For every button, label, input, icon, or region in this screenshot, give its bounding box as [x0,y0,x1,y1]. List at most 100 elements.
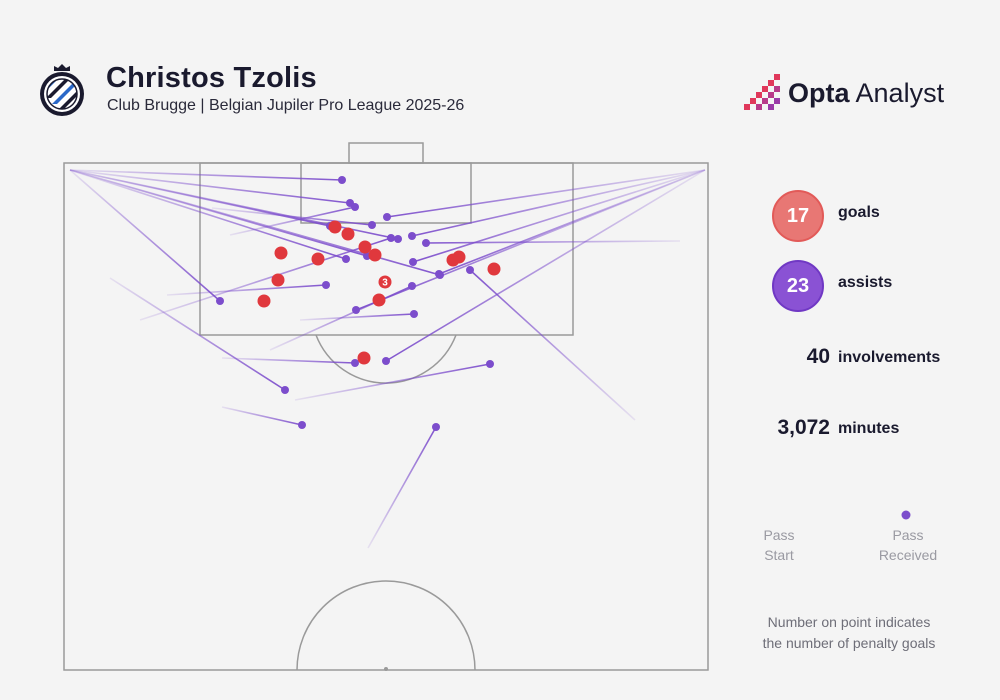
goal-point [328,220,342,234]
assist-pass-line [469,269,636,421]
assist-pass-line [386,169,706,218]
brand-bold: Opta [788,78,850,108]
assist-received-point [409,258,417,266]
legend-pass-received-dot [901,510,911,520]
stat-involvements: 40 involvements [760,335,980,391]
assist-pass-line [367,426,437,549]
assist-pass-line [109,277,286,391]
goal-point [274,246,288,260]
assist-received-point [338,176,346,184]
penalty-note-line2: the number of penalty goals [762,635,936,651]
assist-received-point [281,386,289,394]
assist-pass-layer [69,169,706,549]
minutes-value: 3,072 [777,416,830,439]
assist-pass-line [355,169,706,311]
involvements-label: involvements [838,349,941,366]
assist-received-point [352,306,360,314]
goal-point [368,248,382,262]
assist-received-point [351,203,359,211]
involvements-value: 40 [806,345,830,368]
legend-pass-line [778,510,911,520]
goals-count-badge: 17 [772,190,824,242]
assist-pass-line [166,284,327,296]
assist-pass-line [69,169,347,260]
assist-pass-line [139,237,392,321]
goal-point [358,240,372,254]
pitch-lines [63,142,709,671]
center-circle [296,580,476,671]
goal-point [341,227,355,241]
assist-pass-line [294,363,491,401]
player-name: Christos Tzolis [106,62,317,94]
assist-pass-line [412,169,706,263]
goal-point [372,293,386,307]
assist-received-point [486,360,494,368]
assist-received-point [368,221,376,229]
penalty-note: Number on point indicates the number of … [740,612,958,654]
goal-point [311,252,325,266]
assist-received-point [410,310,418,318]
penalty-goal-count-label: 3 [382,278,388,289]
center-spot [384,667,388,671]
assist-received-point [408,282,416,290]
penalty-note-line1: Number on point indicates [767,614,931,630]
brand-light: Analyst [849,78,945,108]
assist-received-point [466,266,474,274]
assist-received-point [408,232,416,240]
assist-received-point [216,297,224,305]
assist-pass-line [69,169,351,204]
assist-pass-line [385,169,706,362]
assist-received-point [394,235,402,243]
legend-pass-received: Pass Received [868,525,948,565]
assist-pass-line [69,169,368,257]
goal [348,142,424,164]
assist-pass-line [229,206,356,236]
brand: Opta Analyst [744,74,944,114]
goal-point [452,250,466,264]
penalty-box [199,162,574,336]
assist-pass-line [69,169,343,181]
assist-pass-line [269,285,413,351]
assist-pass-line [221,357,356,364]
goal-point [257,294,271,308]
legend-start-line2: Start [764,547,794,563]
legend-end-line1: Pass [892,527,924,543]
assist-received-point [351,359,359,367]
goal-layer: 3 [257,220,501,365]
assist-pass-line [425,240,681,244]
stat-minutes: 3,072 minutes [760,406,980,462]
assist-pass-line [411,169,706,237]
assist-pass-line [221,406,303,426]
club-brugge-crest-icon [36,62,88,118]
assist-received-point [382,357,390,365]
assist-received-point [383,213,391,221]
assist-pass-line [69,169,221,302]
goal-point [378,275,392,289]
goal-point [357,351,371,365]
opta-logo-icon [744,74,780,110]
legend-start-line1: Pass [763,527,795,543]
brand-wordmark: Opta Analyst [788,78,944,109]
assist-received-point [432,423,440,431]
assist-received-point [322,281,330,289]
goal-point [487,262,501,276]
assist-received-point [342,255,350,263]
subtitle: Club Brugge | Belgian Jupiler Pro League… [107,97,465,114]
assists-count-badge: 23 [772,260,824,312]
stat-assists: 23 assists [760,260,980,316]
assist-received-point [435,270,443,278]
stat-goals: 17 goals [760,190,980,246]
goals-label: goals [838,204,880,221]
assists-label: assists [838,274,893,291]
assist-received-point [422,239,430,247]
legend-end-line2: Received [878,547,938,563]
minutes-label: minutes [838,420,900,437]
header: Christos Tzolis Club Brugge | Belgian Ju… [36,60,976,130]
assist-received-point [298,421,306,429]
legend-pass-start: Pass Start [749,525,809,565]
goal-point [271,273,285,287]
assist-pass-line [299,313,415,321]
assist-pass-line [211,207,373,226]
assist-received-point [387,234,395,242]
